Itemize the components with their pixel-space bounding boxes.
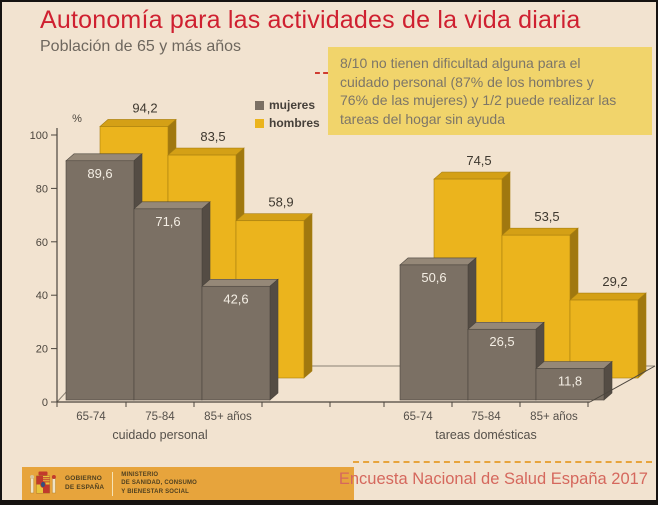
bar-top-mujeres xyxy=(133,201,211,210)
mujeres-swatch-icon xyxy=(255,100,264,110)
bar-side-mujeres xyxy=(603,360,613,401)
value-label-mujeres: 50,6 xyxy=(421,270,446,285)
x-category-label: 75-84 xyxy=(145,411,175,423)
x-category-label: 65-74 xyxy=(76,411,106,423)
legend-item-mujeres: mujeres xyxy=(255,98,320,112)
bar-top-hombres xyxy=(235,213,313,222)
bar-mujeres-75-84-tareas-domésticas xyxy=(467,328,537,401)
x-category-label: 85+ años xyxy=(530,411,578,423)
highlight-infobox: 8/10 no tienen dificultad alguna para el… xyxy=(328,47,652,136)
infobox-connector-dashes xyxy=(315,72,328,74)
y-axis-unit-label: % xyxy=(72,113,82,125)
y-tick-label: 100 xyxy=(30,130,48,142)
bar-mujeres-75-84-cuidado-personal xyxy=(133,208,203,401)
ministry-label: MINISTERIO DE SANIDAD, CONSUMO Y BIENEST… xyxy=(121,472,198,495)
bar-mujeres-85+ años-cuidado-personal xyxy=(201,285,271,401)
x-group-label: tareas domésticas xyxy=(435,428,536,442)
slide-title: Autonomía para las actividades de la vid… xyxy=(40,6,581,34)
y-tick-label: 80 xyxy=(36,183,48,195)
y-tick-label: 0 xyxy=(42,397,48,409)
bar-side-hombres xyxy=(637,292,647,379)
bar-top-hombres xyxy=(569,292,647,301)
footer-dashed-divider xyxy=(353,461,652,463)
slide-subtitle: Población de 65 y más años xyxy=(40,38,242,55)
value-label-mujeres: 42,6 xyxy=(223,291,248,306)
x-category-label: 85+ años xyxy=(204,411,252,423)
value-label-mujeres: 71,6 xyxy=(155,214,180,229)
value-label-hombres: 74,5 xyxy=(466,153,491,168)
hombres-swatch-icon xyxy=(255,118,264,128)
value-label-mujeres: 26,5 xyxy=(489,334,514,349)
bar-side-hombres xyxy=(303,213,313,379)
legend-item-hombres: hombres xyxy=(255,116,320,130)
bar-top-hombres xyxy=(501,227,579,236)
bar-top-mujeres xyxy=(201,278,279,287)
bar-mujeres-85+ años-tareas-domésticas xyxy=(535,368,605,401)
chart-legend: mujeres hombres xyxy=(255,98,320,130)
bar-top-hombres xyxy=(167,147,245,156)
legend-label: mujeres xyxy=(269,98,316,112)
value-label-hombres: 53,5 xyxy=(534,209,559,224)
bar-side-mujeres xyxy=(269,278,279,401)
value-label-hombres: 94,2 xyxy=(132,100,157,115)
value-label-mujeres: 11,8 xyxy=(558,373,582,388)
bar-mujeres-65-74-tareas-domésticas xyxy=(399,264,469,401)
value-label-hombres: 29,2 xyxy=(602,274,627,289)
bar-top-hombres xyxy=(433,171,511,180)
government-label: GOBIERNO DE ESPAÑA xyxy=(65,475,105,491)
y-tick-label: 60 xyxy=(36,237,48,249)
bar-top-mujeres xyxy=(467,321,545,330)
logo-divider xyxy=(112,471,114,496)
floor-right-edge xyxy=(589,365,656,403)
legend-label: hombres xyxy=(269,116,320,130)
source-caption: Encuesta Nacional de Salud España 2017 xyxy=(338,470,648,488)
bar-top-hombres xyxy=(99,119,177,127)
value-label-hombres: 83,5 xyxy=(200,129,225,144)
x-category-label: 65-74 xyxy=(403,411,433,423)
x-category-label: 75-84 xyxy=(471,411,501,423)
y-tick-label: 40 xyxy=(36,290,48,302)
value-label-hombres: 58,9 xyxy=(268,195,293,210)
value-label-mujeres: 89,6 xyxy=(87,166,112,181)
spain-coat-of-arms-icon xyxy=(30,471,56,493)
bar-top-mujeres xyxy=(535,361,613,369)
y-tick-label: 20 xyxy=(36,344,48,356)
government-logo: GOBIERNO DE ESPAÑA MINISTERIO DE SANIDAD… xyxy=(22,467,354,500)
x-group-label: cuidado personal xyxy=(112,428,207,442)
bar-mujeres-65-74-cuidado-personal xyxy=(65,160,135,401)
bar-top-mujeres xyxy=(65,153,143,162)
bar-top-mujeres xyxy=(399,257,477,266)
